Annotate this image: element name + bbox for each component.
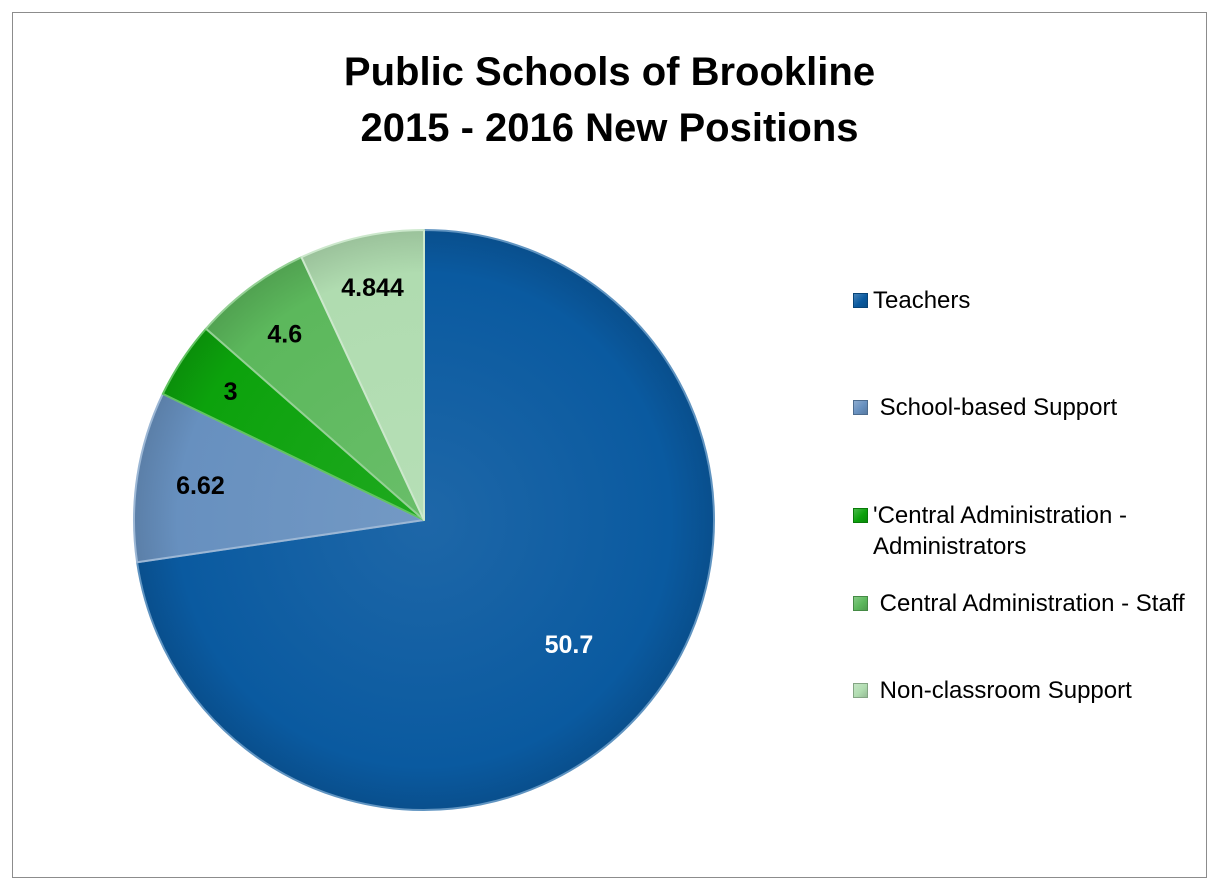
pie-slice-central-admin-staff <box>205 256 425 521</box>
data-label-central-admin-staff: 4.6 <box>267 320 302 348</box>
data-label-school-based-support: 6.62 <box>176 472 225 500</box>
pie-slice-school-based-support <box>133 392 425 564</box>
pie-slices <box>133 229 715 811</box>
data-label-central-admin-administrators: 3 <box>224 378 238 406</box>
legend-swatch-non-classroom-support <box>853 683 868 698</box>
legend-swatch-teachers <box>853 293 868 308</box>
legend-label-non-classroom-support: Non-classroom Support <box>873 677 1132 704</box>
legend-label-central-admin-administrators: 'Central Administration - Administrators <box>873 502 1133 560</box>
chart-title-line-1: Public Schools of Brookline <box>343 50 876 94</box>
chart-title: Public Schools of Brookline 2015 - 2016 … <box>0 44 1219 156</box>
chart-title-line-2: 2015 - 2016 New Positions <box>360 106 859 150</box>
legend-swatch-central-admin-staff <box>853 596 868 611</box>
pie-data-labels: 50.7 6.62 3 4.6 4.844 <box>176 274 593 659</box>
data-label-non-classroom-support: 4.844 <box>341 274 404 302</box>
legend-label-teachers: Teachers <box>873 287 971 314</box>
legend-label-school-based-support: School-based Support <box>873 394 1118 421</box>
data-label-teachers: 50.7 <box>545 631 594 659</box>
legend-swatch-school-based-support <box>853 400 868 415</box>
legend-label-central-admin-staff: Central Administration - Staff <box>873 590 1185 617</box>
legend-swatch-central-admin-administrators <box>853 508 868 523</box>
pie-slice-non-classroom-support <box>300 229 425 521</box>
pie-slice-teachers <box>136 229 715 811</box>
